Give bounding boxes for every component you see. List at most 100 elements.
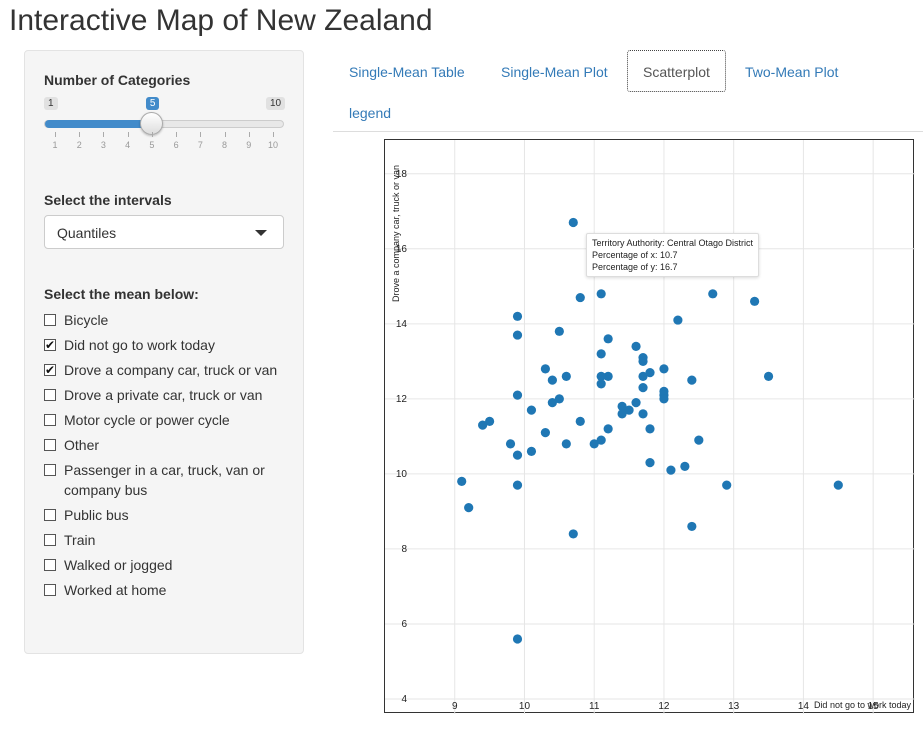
- scatter-point[interactable]: [513, 451, 522, 460]
- x-tick-label: 12: [658, 701, 670, 712]
- checkbox[interactable]: [44, 584, 56, 596]
- tab-single-mean-table[interactable]: Single-Mean Table: [333, 50, 481, 92]
- tab-bar: Single-Mean Table Single-Mean Plot Scatter…: [333, 50, 923, 132]
- slider-tick-mark: [200, 132, 201, 137]
- scatter-point[interactable]: [464, 503, 473, 512]
- x-tick-label: 11: [589, 701, 600, 712]
- checkbox-item[interactable]: Passenger in a car, truck, van or compan…: [44, 460, 294, 500]
- checkbox-item[interactable]: ✔ Drove a company car, truck or van: [44, 360, 294, 380]
- scatter-point[interactable]: [513, 330, 522, 339]
- tab-two-mean-plot[interactable]: Two-Mean Plot: [729, 50, 854, 92]
- scatter-point[interactable]: [513, 481, 522, 490]
- scatter-point[interactable]: [645, 368, 654, 377]
- scatter-point[interactable]: [478, 421, 487, 430]
- scatter-point[interactable]: [548, 376, 557, 385]
- slider-tick-label: 4: [118, 140, 138, 150]
- scatter-point[interactable]: [457, 477, 466, 486]
- x-tick-label: 10: [519, 701, 531, 712]
- checkbox[interactable]: [44, 509, 56, 521]
- scatter-point[interactable]: [513, 634, 522, 643]
- scatter-point[interactable]: [548, 398, 557, 407]
- scatterplot-svg: 9 10 11 12 13 14 154681012141618Drove a compan…: [385, 140, 915, 714]
- scatter-point[interactable]: [569, 218, 578, 227]
- scatter-point[interactable]: [513, 312, 522, 321]
- scatter-point[interactable]: [555, 327, 564, 336]
- scatter-point[interactable]: [687, 522, 696, 531]
- scatter-point[interactable]: [562, 372, 571, 381]
- checkbox-item[interactable]: Bicycle: [44, 310, 294, 330]
- scatter-point[interactable]: [576, 293, 585, 302]
- tab-divider: [333, 131, 923, 132]
- checkbox-checked[interactable]: ✔: [44, 364, 56, 376]
- scatter-point[interactable]: [694, 436, 703, 445]
- scatter-point[interactable]: [708, 289, 717, 298]
- scatter-point[interactable]: [631, 398, 640, 407]
- tooltip-line-authority: Territory Authority: Central Otago Distr…: [592, 237, 753, 249]
- scatter-point[interactable]: [645, 458, 654, 467]
- slider-tick-mark: [176, 132, 177, 137]
- intervals-select[interactable]: Quantiles: [44, 215, 284, 249]
- checkbox-item[interactable]: Other: [44, 435, 294, 455]
- scatter-point[interactable]: [506, 439, 515, 448]
- x-axis-title: Did not go to work today: [814, 700, 912, 710]
- scatter-point[interactable]: [604, 334, 613, 343]
- scatter-point[interactable]: [659, 364, 668, 373]
- scatter-point[interactable]: [673, 315, 682, 324]
- scatter-point[interactable]: [597, 289, 606, 298]
- y-tick-label: 14: [396, 319, 408, 330]
- scatter-point[interactable]: [604, 424, 613, 433]
- scatter-point[interactable]: [659, 394, 668, 403]
- checkbox-item[interactable]: Train: [44, 530, 294, 550]
- checkbox-item[interactable]: Public bus: [44, 505, 294, 525]
- scatter-point[interactable]: [722, 481, 731, 490]
- checkbox-item[interactable]: Worked at home: [44, 580, 294, 600]
- checkbox-item[interactable]: Drove a private car, truck or van: [44, 385, 294, 405]
- tab-single-mean-plot[interactable]: Single-Mean Plot: [485, 50, 624, 92]
- checkbox-label: Bicycle: [64, 310, 294, 330]
- slider-tick-label: 7: [190, 140, 210, 150]
- checkbox[interactable]: [44, 389, 56, 401]
- slider-tick-mark: [55, 132, 56, 137]
- checkbox-item[interactable]: Walked or jogged: [44, 555, 294, 575]
- scatter-point[interactable]: [569, 529, 578, 538]
- scatter-point[interactable]: [666, 466, 675, 475]
- scatter-point[interactable]: [597, 379, 606, 388]
- checkbox-label: Walked or jogged: [64, 555, 294, 575]
- scatter-point[interactable]: [750, 297, 759, 306]
- scatter-point[interactable]: [680, 462, 689, 471]
- checkbox[interactable]: [44, 464, 56, 476]
- slider-tick-mark: [273, 132, 274, 137]
- checkbox[interactable]: [44, 534, 56, 546]
- tab-scatterplot[interactable]: Scatterplot: [627, 50, 726, 92]
- checkbox-checked[interactable]: ✔: [44, 339, 56, 351]
- checkbox[interactable]: [44, 414, 56, 426]
- scatter-point[interactable]: [638, 409, 647, 418]
- scatter-point[interactable]: [527, 406, 536, 415]
- slider-tick-label: 6: [166, 140, 186, 150]
- checkbox[interactable]: [44, 314, 56, 326]
- scatter-point[interactable]: [513, 391, 522, 400]
- scatter-point[interactable]: [687, 376, 696, 385]
- scatter-point[interactable]: [645, 424, 654, 433]
- scatter-point[interactable]: [631, 342, 640, 351]
- scatter-point[interactable]: [638, 353, 647, 362]
- checkbox[interactable]: [44, 559, 56, 571]
- scatter-point[interactable]: [764, 372, 773, 381]
- checkbox-item[interactable]: Motor cycle or power cycle: [44, 410, 294, 430]
- scatter-point[interactable]: [638, 383, 647, 392]
- slider-max-badge: 10: [266, 97, 285, 110]
- checkbox-item[interactable]: ✔ Did not go to work today: [44, 335, 294, 355]
- means-label: Select the mean below:: [44, 286, 199, 302]
- scatter-point[interactable]: [541, 428, 550, 437]
- tab-legend[interactable]: legend: [333, 91, 407, 133]
- scatter-point[interactable]: [562, 439, 571, 448]
- scatter-point[interactable]: [597, 349, 606, 358]
- scatter-point[interactable]: [576, 417, 585, 426]
- scatter-point[interactable]: [834, 481, 843, 490]
- scatter-point[interactable]: [527, 447, 536, 456]
- scatter-point[interactable]: [541, 364, 550, 373]
- categories-slider-track[interactable]: [44, 120, 284, 128]
- checkbox[interactable]: [44, 439, 56, 451]
- scatter-point[interactable]: [618, 409, 627, 418]
- scatter-point[interactable]: [590, 439, 599, 448]
